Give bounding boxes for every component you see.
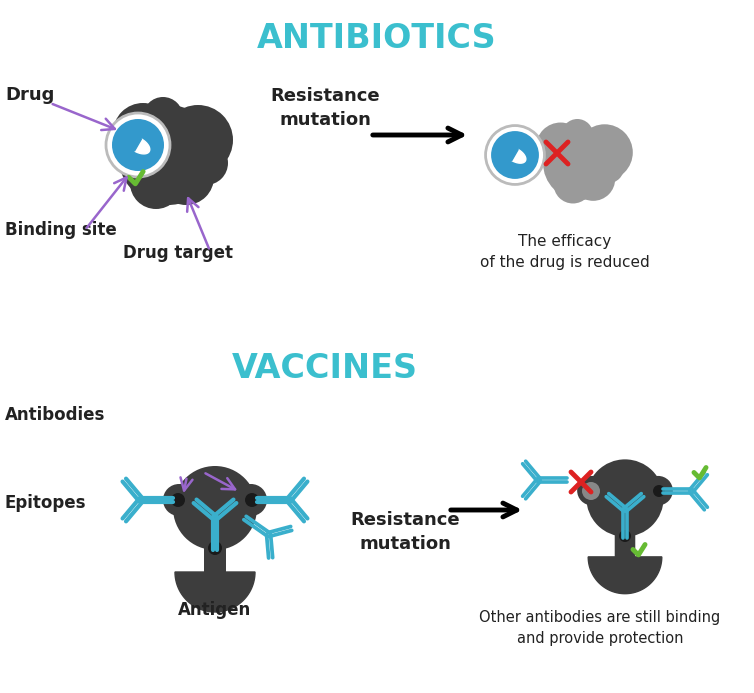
Polygon shape [134, 139, 150, 154]
FancyBboxPatch shape [204, 544, 226, 576]
Circle shape [158, 149, 214, 205]
Text: Binding site: Binding site [5, 221, 117, 239]
Circle shape [118, 105, 218, 205]
Text: Antigen: Antigen [179, 601, 252, 619]
Circle shape [143, 97, 183, 137]
Text: Antibodies: Antibodies [5, 406, 106, 424]
Circle shape [106, 113, 170, 177]
Text: Drug target: Drug target [123, 244, 233, 262]
Circle shape [171, 493, 185, 507]
Circle shape [577, 476, 607, 505]
Polygon shape [504, 147, 518, 161]
Circle shape [184, 141, 228, 185]
Text: Resistance
mutation: Resistance mutation [270, 87, 380, 129]
Circle shape [582, 482, 600, 500]
Circle shape [491, 131, 539, 179]
Circle shape [587, 459, 664, 536]
Circle shape [163, 484, 195, 516]
Circle shape [163, 105, 233, 175]
Circle shape [112, 119, 164, 171]
Text: Resistance
mutation: Resistance mutation [350, 511, 460, 553]
Text: VACCINES: VACCINES [232, 352, 418, 385]
Circle shape [113, 103, 173, 163]
Circle shape [577, 124, 633, 181]
Circle shape [486, 125, 544, 184]
Circle shape [543, 126, 617, 200]
Text: Drug: Drug [5, 86, 54, 104]
Circle shape [593, 152, 624, 183]
Circle shape [619, 530, 631, 542]
Polygon shape [175, 572, 255, 612]
Circle shape [173, 466, 257, 550]
Text: Epitopes: Epitopes [5, 494, 87, 512]
Circle shape [130, 157, 182, 209]
Circle shape [536, 123, 585, 172]
Circle shape [562, 119, 593, 150]
Text: ANTIBIOTICS: ANTIBIOTICS [257, 22, 497, 55]
FancyBboxPatch shape [615, 531, 636, 561]
Polygon shape [588, 557, 662, 594]
Circle shape [208, 541, 222, 555]
Circle shape [553, 165, 593, 204]
Polygon shape [512, 150, 526, 163]
Circle shape [572, 157, 615, 201]
Text: Other antibodies are still binding
and provide protection: Other antibodies are still binding and p… [480, 610, 721, 646]
Polygon shape [126, 136, 142, 151]
Circle shape [245, 493, 259, 507]
Text: The efficacy
of the drug is reduced: The efficacy of the drug is reduced [480, 234, 650, 270]
Circle shape [643, 476, 673, 505]
Circle shape [653, 485, 665, 497]
Circle shape [235, 484, 267, 516]
